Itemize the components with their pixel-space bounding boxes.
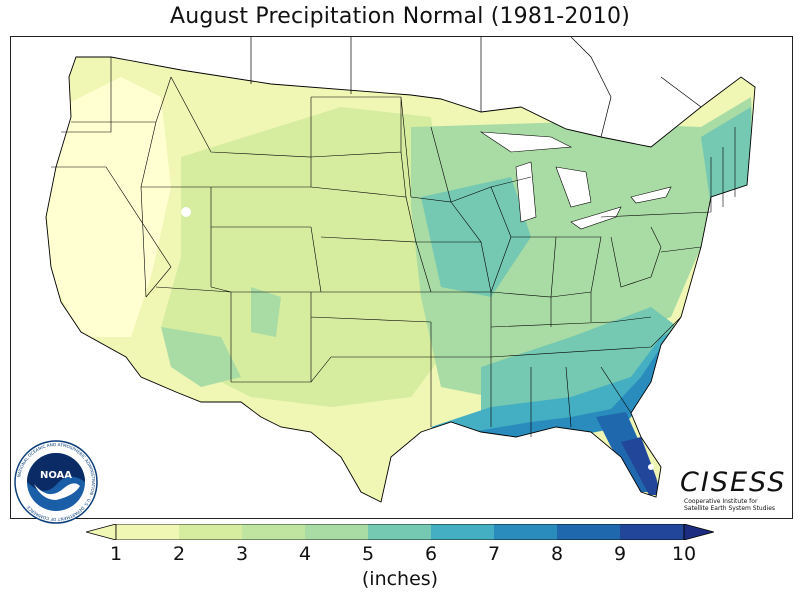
precipitation-map <box>10 36 793 519</box>
canada-border-lines <box>250 37 702 138</box>
colorbar-units: (inches) <box>361 568 439 590</box>
colorbar-seg-5 <box>368 524 431 540</box>
map-canvas <box>45 37 756 503</box>
band-0-1 <box>46 77 171 337</box>
colorbar-ticks: 1 2 3 4 5 6 7 8 9 10 <box>0 543 800 567</box>
colorbar-seg-7 <box>494 524 557 540</box>
colorbar-seg-2 <box>179 524 242 540</box>
colorbar-seg-6 <box>431 524 494 540</box>
great-lakes <box>479 131 672 230</box>
colorbar-seg-8 <box>557 524 620 540</box>
cisess-subtitle-2: Satellite Earth System Studies <box>684 505 776 512</box>
white-anomaly-1 <box>181 207 191 217</box>
band-2-3 <box>161 107 451 407</box>
lake-superior <box>479 131 573 153</box>
colorbar-tick-label: 10 <box>671 543 697 565</box>
colorbar-frame <box>115 524 685 540</box>
colorbar <box>86 524 714 540</box>
colorbar-tick-label: 2 <box>172 543 186 565</box>
band-3-4-monsoon <box>161 327 241 387</box>
colorbar-tick-label: 1 <box>109 543 123 565</box>
noaa-logo-graphic: NOAA NATIONAL OCEANIC AND ATMOSPHERIC AD… <box>14 440 98 524</box>
cisess-subtitle-1: Cooperative Institute for <box>684 498 758 505</box>
colorbar-tick-label: 9 <box>613 543 627 565</box>
band-8-9 <box>621 437 661 495</box>
band-3-4 <box>411 97 755 397</box>
white-anomaly-2 <box>648 464 654 470</box>
colorbar-tick-label: 7 <box>487 543 501 565</box>
colorbar-seg-4 <box>305 524 368 540</box>
colorbar-tick-label: 6 <box>424 543 438 565</box>
colorbar-min-arrow <box>86 524 117 540</box>
band-3-4-rockies <box>251 287 281 337</box>
band-4-5-newengland <box>701 107 751 207</box>
colorbar-seg-1 <box>116 524 179 540</box>
lake-huron <box>555 166 592 208</box>
noaa-logo: NOAA NATIONAL OCEANIC AND ATMOSPHERIC AD… <box>14 440 98 524</box>
lake-ontario <box>630 186 672 204</box>
colorbar-seg-9 <box>620 524 684 540</box>
colorbar-tick-label: 3 <box>235 543 249 565</box>
lake-erie <box>570 206 622 230</box>
state-boundaries <box>51 57 736 437</box>
map-title: August Precipitation Normal (1981-2010) <box>170 4 630 29</box>
colorbar-tick-label: 4 <box>298 543 312 565</box>
us-outline <box>45 56 756 503</box>
band-4-5-midwest <box>421 177 531 297</box>
colorbar-max-arrow <box>683 524 714 540</box>
cisess-logo: CISESS Cooperative Institute for Satelli… <box>680 467 787 513</box>
cisess-name: CISESS <box>680 467 787 498</box>
colorbar-tick-label: 8 <box>550 543 564 565</box>
svg-text:NOAA: NOAA <box>40 470 72 481</box>
colorbar-seg-3 <box>242 524 305 540</box>
colorbar-tick-label: 5 <box>361 543 375 565</box>
